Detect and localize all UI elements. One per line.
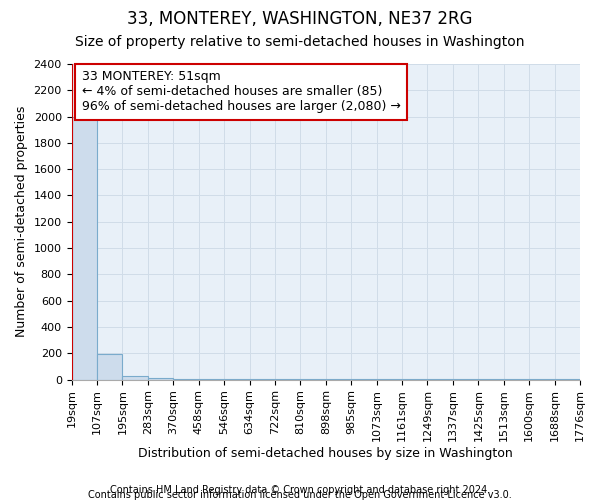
Bar [173, 378, 199, 380]
Text: 33 MONTEREY: 51sqm
← 4% of semi-detached houses are smaller (85)
96% of semi-det: 33 MONTEREY: 51sqm ← 4% of semi-detached… [82, 70, 401, 114]
Bar [199, 379, 224, 380]
Text: Contains HM Land Registry data © Crown copyright and database right 2024.: Contains HM Land Registry data © Crown c… [110, 485, 490, 495]
Bar [122, 376, 148, 380]
Bar [224, 379, 250, 380]
Y-axis label: Number of semi-detached properties: Number of semi-detached properties [15, 106, 28, 338]
Bar [148, 378, 173, 380]
Text: 33, MONTEREY, WASHINGTON, NE37 2RG: 33, MONTEREY, WASHINGTON, NE37 2RG [127, 10, 473, 28]
X-axis label: Distribution of semi-detached houses by size in Washington: Distribution of semi-detached houses by … [139, 447, 513, 460]
Bar [71, 116, 97, 380]
Text: Size of property relative to semi-detached houses in Washington: Size of property relative to semi-detach… [75, 35, 525, 49]
Bar [97, 354, 122, 380]
Text: Contains public sector information licensed under the Open Government Licence v3: Contains public sector information licen… [88, 490, 512, 500]
